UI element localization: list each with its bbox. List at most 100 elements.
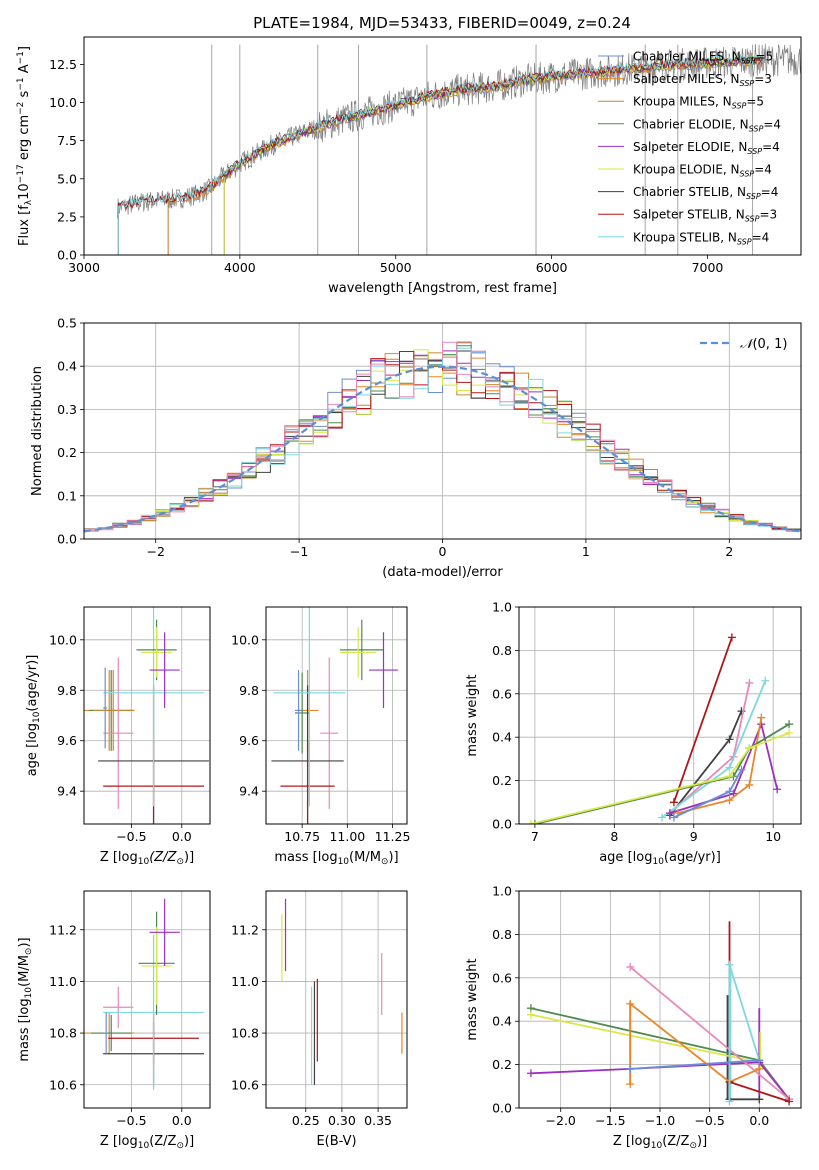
y-axis-label-part: −2 (16, 102, 26, 115)
age-vs-metallicity-panel: −0.5 0.09.49.69.810.0Z [log10(Z/Z⊙)]age [… (25, 606, 211, 867)
legend-label-value: =5 (755, 50, 773, 64)
legend-label: Kroupa ELODIE, NSSP=4 (633, 163, 772, 179)
x-axis-label-part: Z [log (100, 1134, 138, 1149)
model-fit-line (117, 55, 763, 255)
weight-marker (626, 1080, 635, 1089)
y-axis-label-part: −1 (16, 51, 26, 64)
weight-marker (773, 785, 782, 794)
x-axis-label-part: Z [log (100, 850, 138, 865)
weight-marker (725, 735, 734, 744)
weight-marker (669, 798, 678, 807)
y-tick-label: 0.2 (492, 773, 512, 788)
plot-area (84, 607, 209, 824)
y-tick-label: 9.8 (239, 683, 259, 698)
weight-marker (669, 813, 678, 822)
y-tick-label: 10.8 (49, 1026, 77, 1041)
x-tick-label: −0.5 (116, 1113, 146, 1128)
weight-line (629, 1001, 760, 1085)
x-tick-label: 7000 (692, 260, 724, 275)
y-axis-label: mass [log10(M/M⊙)] (17, 937, 34, 1061)
legend-label-text: Kroupa ELODIE, N (633, 163, 740, 177)
y-axis-label-part: −17 (16, 164, 26, 183)
legend-label: Salpeter STELIB, NSSP=3 (633, 208, 777, 224)
x-tick-label: −2.0 (546, 1113, 576, 1128)
y-tick-label: 5.0 (57, 171, 77, 186)
x-axis-label-part: mass [log (274, 850, 337, 865)
y-axis-label: Normed distribution (30, 366, 45, 496)
weight-marker (785, 1097, 794, 1106)
legend-label-text: Salpeter ELODIE, N (633, 140, 747, 154)
x-tick-label: 8 (610, 829, 618, 844)
weight-marker (725, 787, 734, 796)
weight-marker (626, 962, 635, 971)
legend-label-sub: SSP (749, 124, 764, 133)
x-tick-label: −0.5 (694, 1113, 724, 1128)
y-axis-label-part: mass [log (17, 998, 32, 1061)
x-axis-label: wavelength [Angstrom, rest frame] (328, 281, 557, 296)
legend-label-value: =5 (746, 95, 764, 109)
legend-label: Chabrier ELODIE, NSSP=4 (633, 117, 781, 133)
model-fit-line (117, 53, 763, 255)
legend-label: 𝒩(0, 1) (740, 337, 787, 352)
plot-area (281, 898, 403, 1085)
histogram-step-line (84, 347, 801, 532)
axes-frame (518, 606, 802, 825)
weight-marker (761, 676, 770, 685)
weight-marker (745, 678, 754, 687)
y-axis-label-part: (M/M (17, 955, 32, 987)
x-axis-label-part: )] (184, 850, 194, 865)
x-tick-label: 11.00 (329, 829, 365, 844)
weight-marker (755, 1095, 764, 1104)
axes-frame (83, 606, 211, 825)
legend-label-sub: SSP (737, 237, 752, 246)
legend-label-value: =3 (759, 208, 777, 222)
x-axis-label: age [log10(age/yr)] (599, 850, 721, 867)
y-tick-label: 0.2 (57, 445, 77, 460)
x-axis-label-part: )] (388, 850, 398, 865)
legend-label-sub: SSP (741, 57, 756, 66)
x-tick-label: 10.75 (284, 829, 320, 844)
legend-label-text: Kroupa STELIB, N (633, 230, 737, 244)
x-axis-label-part: (Z/Z (149, 850, 177, 865)
y-axis-label: Flux [fλ10−17 erg cm−2 s−1 A−1] (16, 46, 34, 246)
x-axis-label-part: ⊙ (689, 1141, 697, 1151)
legend-label-sub: SSP (746, 192, 761, 201)
y-tick-label: 7.5 (57, 133, 77, 148)
y-tick-label: 10.0 (231, 632, 259, 647)
y-tick-label: 0.0 (492, 1101, 512, 1116)
y-tick-label: 0.0 (57, 532, 77, 547)
legend-label: Chabrier STELIB, NSSP=4 (633, 185, 778, 201)
x-axis-label-part: 10 (138, 857, 150, 867)
weight-line (669, 721, 779, 814)
y-axis-label-part: (age/yr)] (25, 655, 40, 712)
weight-marker (526, 1069, 535, 1078)
weight-marker (737, 765, 746, 774)
weight-marker (725, 763, 734, 772)
weight-line (629, 966, 790, 1100)
massweight-vs-metallicity-panel: −2.0 −1.5 −1.0 −0.5 0.0 0.0 0.2 0.4 0.6 0.8 1.0 mas… (465, 884, 802, 1151)
weight-line (677, 717, 763, 814)
y-tick-label: 10.8 (231, 1026, 259, 1041)
weight-marker (755, 1064, 764, 1073)
y-tick-label: 2.5 (57, 209, 77, 224)
x-tick-label: 6000 (536, 260, 568, 275)
y-axis-label-part: A (17, 64, 32, 77)
legend-label-text: Salpeter MILES, N (633, 72, 740, 86)
weight-marker (725, 772, 734, 781)
y-axis-label: mass weight (465, 674, 480, 756)
y-tick-label: 0.4 (57, 359, 77, 374)
x-tick-label: 0.0 (749, 1113, 769, 1128)
legend-label-text: Chabrier STELIB, N (633, 185, 746, 199)
spectrum-panel: 3000 4000 5000 6000 7000 0.0 2.5 5.0 7.5 10.0 12.5… (16, 36, 802, 296)
x-axis-label-part: age [log (599, 850, 652, 865)
x-axis-label-part: (age/yr)] (664, 850, 721, 865)
mass-vs-metallicity-panel: −0.5 0.010.610.811.011.2Z [log10(Z/Z⊙)]ma… (17, 890, 211, 1151)
x-tick-label: 0.35 (364, 1113, 392, 1128)
x-tick-label: 0 (439, 544, 447, 559)
y-tick-label: 0.1 (57, 488, 77, 503)
x-tick-label: 11.25 (375, 829, 411, 844)
x-axis-label-part: Z [log (613, 1134, 651, 1149)
x-axis-label-part: 10 (652, 857, 664, 867)
